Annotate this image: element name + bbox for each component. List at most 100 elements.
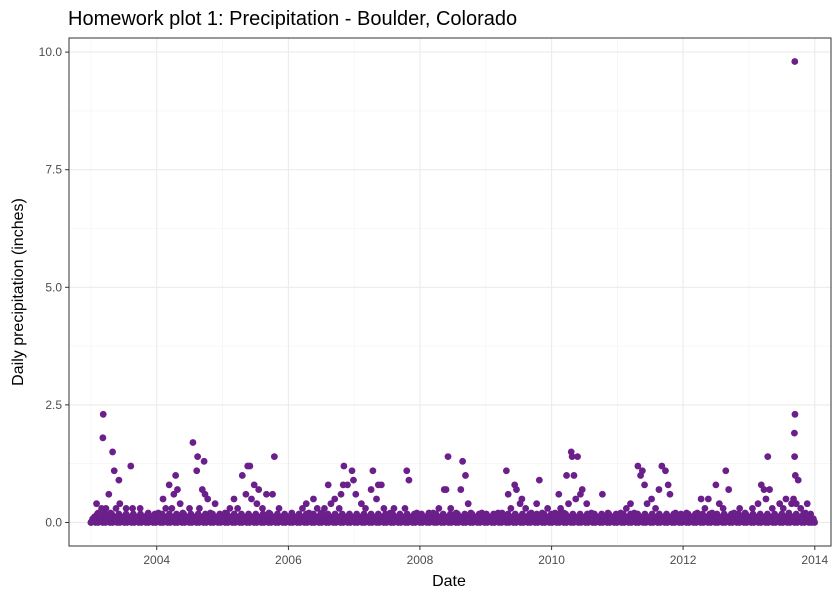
data-point — [697, 495, 705, 503]
data-point — [578, 486, 586, 493]
y-tick-label: 0.0 — [45, 515, 62, 529]
data-point — [367, 486, 375, 493]
data-points — [87, 58, 819, 526]
data-point — [803, 500, 811, 508]
data-point — [484, 514, 492, 522]
data-point — [518, 495, 526, 503]
data-point — [507, 504, 515, 512]
data-point — [313, 504, 321, 512]
data-point — [677, 514, 685, 522]
data-point — [265, 509, 273, 517]
x-axis-title: Date — [432, 573, 466, 590]
data-point — [250, 481, 258, 489]
data-point — [794, 476, 802, 484]
data-point — [405, 476, 413, 484]
data-point — [498, 509, 506, 517]
y-tick-label: 10.0 — [39, 45, 63, 59]
x-tick-label: 2004 — [143, 553, 170, 567]
data-point — [811, 519, 819, 526]
data-point — [766, 486, 773, 493]
data-point — [722, 467, 730, 475]
data-point — [648, 495, 655, 503]
data-point — [401, 504, 409, 512]
data-point — [238, 472, 246, 479]
data-point — [165, 481, 173, 489]
data-point — [335, 504, 343, 512]
data-point — [641, 481, 648, 489]
data-point — [797, 504, 805, 512]
data-point — [429, 509, 437, 517]
data-point — [377, 481, 385, 489]
data-point — [186, 504, 193, 512]
data-point — [344, 481, 351, 489]
data-point — [211, 500, 219, 508]
data-point — [538, 509, 546, 517]
data-point — [230, 495, 238, 503]
data-point — [452, 509, 460, 517]
data-point — [785, 509, 793, 517]
data-point — [736, 504, 744, 512]
data-point — [782, 495, 790, 503]
data-point — [207, 509, 214, 517]
data-point — [413, 509, 421, 517]
data-point — [348, 467, 356, 475]
x-tick-label: 2006 — [275, 553, 302, 567]
data-point — [725, 486, 733, 493]
data-point — [305, 509, 313, 517]
x-tick-label: 2008 — [407, 553, 434, 567]
data-point — [362, 504, 369, 512]
data-point — [672, 509, 679, 517]
data-point — [764, 453, 772, 461]
data-point — [551, 509, 559, 517]
data-point — [221, 509, 229, 517]
data-point — [719, 504, 727, 512]
data-point — [299, 504, 306, 512]
data-point — [544, 504, 552, 512]
data-point — [662, 467, 669, 475]
data-point — [760, 486, 768, 493]
data-point — [533, 500, 541, 508]
data-point — [369, 467, 377, 475]
data-point — [110, 467, 118, 475]
data-point — [226, 504, 234, 512]
data-point — [331, 495, 339, 503]
x-tick-label: 2012 — [670, 553, 697, 567]
axes: 2004 2006 2008 2010 2012 2014 0.0 2.5 5.0 7.5 10.0 — [39, 45, 829, 567]
data-point — [269, 490, 276, 498]
data-point — [196, 504, 203, 512]
data-point — [664, 481, 672, 489]
data-point — [749, 504, 756, 512]
data-point — [125, 514, 133, 522]
data-point — [643, 500, 651, 508]
data-point — [193, 467, 201, 475]
x-tick-label: 2010 — [538, 553, 565, 567]
data-point — [215, 514, 223, 522]
data-point — [310, 495, 317, 503]
y-tick-label: 7.5 — [45, 163, 62, 177]
data-point — [555, 490, 563, 498]
data-point — [560, 509, 568, 517]
data-point — [599, 490, 606, 498]
data-point — [666, 490, 674, 498]
data-point — [253, 500, 261, 508]
data-point — [658, 462, 666, 470]
data-point — [170, 490, 178, 498]
data-point — [275, 504, 283, 512]
data-point — [490, 514, 498, 522]
data-point — [127, 462, 135, 470]
data-point — [457, 486, 465, 493]
data-point — [263, 490, 270, 498]
data-point — [182, 514, 190, 522]
data-point — [701, 504, 709, 512]
data-point — [200, 457, 208, 465]
data-point — [462, 472, 469, 479]
data-point — [478, 509, 486, 517]
data-point — [99, 410, 107, 418]
data-point — [174, 486, 181, 493]
data-point — [403, 467, 411, 475]
data-point — [255, 486, 263, 493]
data-point — [350, 476, 357, 484]
data-point — [204, 495, 212, 503]
data-point — [572, 495, 580, 503]
